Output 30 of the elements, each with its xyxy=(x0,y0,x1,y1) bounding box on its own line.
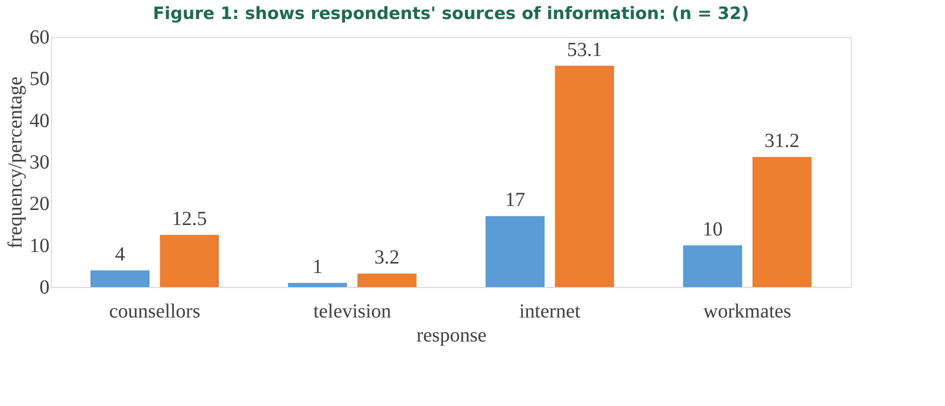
y-axis-title: frequency/percentage xyxy=(4,76,26,249)
data-label: 12.5 xyxy=(172,208,207,230)
data-label: 31.2 xyxy=(764,130,800,152)
data-label: 3.2 xyxy=(374,246,400,269)
bar xyxy=(288,282,348,287)
bar xyxy=(683,245,742,287)
y-tick-label: 20 xyxy=(30,193,50,216)
bar xyxy=(486,216,545,287)
data-label: 17 xyxy=(505,189,526,212)
y-tick-label: 40 xyxy=(30,110,50,132)
y-tick-label: 10 xyxy=(30,234,50,257)
chart-title: Figure 1: shows respondents' sources of information: (n = 32) xyxy=(152,4,750,24)
bar xyxy=(554,66,614,287)
data-label: 1 xyxy=(312,256,323,278)
data-label: 4 xyxy=(115,243,125,266)
bar xyxy=(752,157,812,287)
x-tick-label: workmates xyxy=(703,300,792,322)
data-label: 53.1 xyxy=(566,38,602,61)
x-tick-label: television xyxy=(313,300,392,322)
x-axis-title: response xyxy=(416,324,487,346)
y-tick-label: 0 xyxy=(40,276,50,298)
bar xyxy=(90,270,150,287)
bar xyxy=(160,234,219,287)
bar xyxy=(357,274,416,287)
y-tick-label: 50 xyxy=(30,68,50,90)
x-tick-label: counsellors xyxy=(109,300,200,322)
data-label: 10 xyxy=(702,218,723,240)
y-tick-label: 60 xyxy=(30,26,50,48)
x-tick-label: internet xyxy=(519,300,581,322)
y-tick-label: 30 xyxy=(30,152,50,174)
